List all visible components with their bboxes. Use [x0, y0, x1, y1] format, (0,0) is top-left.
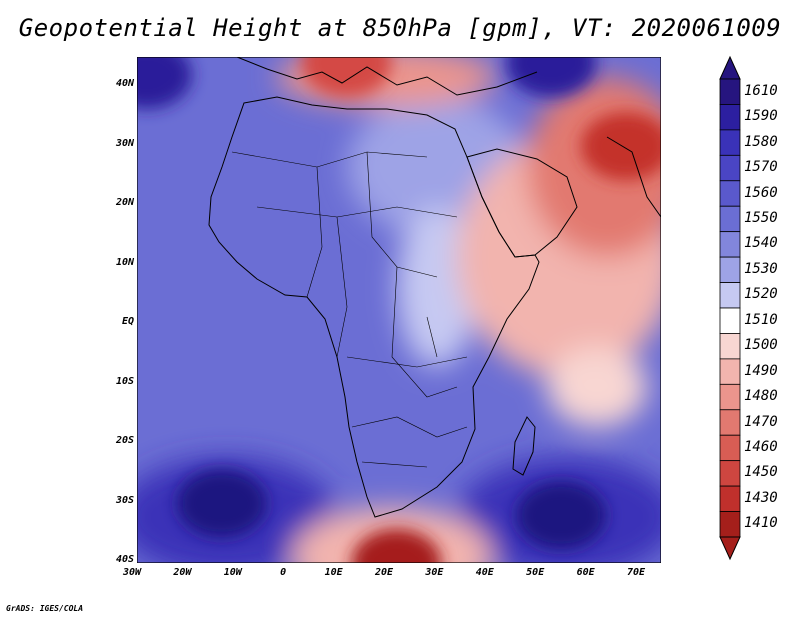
colorbar-max-arrow [719, 55, 741, 80]
lon-tick-label: 20W [173, 567, 192, 578]
lat-tick-label: 30S [115, 494, 134, 506]
colorbar-tick-label: 1520 [744, 286, 778, 303]
colorbar-tick-label: 1610 [744, 82, 778, 99]
mediterranean-low [301, 57, 392, 97]
indian-ocean-pale-field [547, 347, 647, 427]
colorbar-segment [719, 205, 741, 233]
lat-tick-label: EQ [121, 316, 134, 327]
lon-tick-label: 70E [626, 567, 646, 578]
europe-coastline [236, 57, 538, 96]
colorbar-segment [719, 434, 741, 462]
colorbar-segment [719, 104, 741, 131]
lon-tick-label: 20E [374, 567, 394, 578]
colorbar-segment [719, 511, 741, 538]
colorbar-segment [719, 358, 741, 385]
lat-tick-label: 40S [115, 554, 134, 565]
lon-tick-label: 10W [223, 567, 242, 578]
lat-tick-label: 30N [115, 137, 134, 149]
colorbar-tick-label: 1500 [744, 337, 778, 354]
lon-tick-label: 50E [526, 567, 545, 578]
lat-tick-label: 10N [115, 256, 134, 268]
colorbar-tick-label: 1510 [744, 311, 778, 328]
colorbar-segment [719, 231, 741, 258]
lon-tick-label: 0 [280, 567, 287, 578]
colorbar-segment [719, 383, 741, 411]
colorbar-tick-label: 1480 [744, 388, 778, 405]
colorbar-segment [719, 154, 741, 182]
colorbar-tick-label: 1470 [744, 413, 778, 430]
colorbar-segment [719, 409, 741, 436]
south-atlantic-high [176, 469, 267, 538]
lon-tick-label: 10E [324, 567, 343, 578]
arabia-coastline [466, 148, 578, 258]
colorbar-tick-label: 1410 [744, 515, 778, 532]
lat-tick-label: 20S [115, 435, 134, 446]
south-africa-low [351, 529, 442, 563]
chart-title: Geopotential Height at 850hPa [gpm], VT:… [18, 14, 782, 42]
colorbar [719, 55, 741, 561]
colorbar-tick-label: 1590 [744, 108, 778, 125]
colorbar-tick-label: 1570 [744, 159, 778, 176]
colorbar-tick-label: 1580 [744, 133, 778, 150]
footer-credit: GrADS: IGES/COLA [6, 604, 84, 613]
colorbar-tick-label: 1490 [744, 362, 778, 379]
south-indian-high [516, 481, 607, 550]
colorbar-tick-label: 1450 [744, 464, 778, 481]
lat-tick-label: 10S [115, 375, 134, 387]
colorbar-segment [719, 256, 741, 283]
arabian-low [581, 112, 661, 181]
colorbar-segment [719, 485, 741, 512]
lon-tick-label: 30E [425, 567, 444, 578]
lat-tick-label: 20N [115, 197, 134, 208]
colorbar-segment [719, 129, 741, 156]
country-borders [231, 151, 468, 468]
colorbar-tick-label: 1540 [744, 235, 778, 252]
east-africa-light-field [397, 207, 477, 367]
colorbar-tick-label: 1430 [744, 489, 778, 506]
colorbar-segment [719, 333, 741, 360]
lon-tick-label: 60E [576, 567, 595, 578]
map-panel [137, 57, 661, 563]
colorbar-segment [719, 282, 741, 309]
colorbar-tick-label: 1560 [744, 184, 778, 201]
north-atlantic-high [137, 57, 192, 109]
colorbar-tick-label: 1460 [744, 438, 778, 455]
colorbar-segment [719, 180, 741, 207]
colorbar-min-arrow [719, 536, 741, 561]
colorbar-segment [719, 307, 741, 334]
colorbar-segment [719, 78, 741, 105]
lon-tick-label: 40E [475, 567, 494, 578]
colorbar-tick-label: 1530 [744, 260, 778, 277]
africa-coastline [208, 96, 540, 518]
colorbar-segment [719, 460, 741, 487]
central-asia-high [506, 57, 597, 97]
india-coastline [606, 136, 661, 218]
colorbar-tick-label: 1550 [744, 209, 778, 226]
lon-tick-label: 30W [122, 567, 142, 578]
lat-tick-label: 40N [115, 78, 134, 89]
madagascar-coastline [512, 416, 536, 476]
